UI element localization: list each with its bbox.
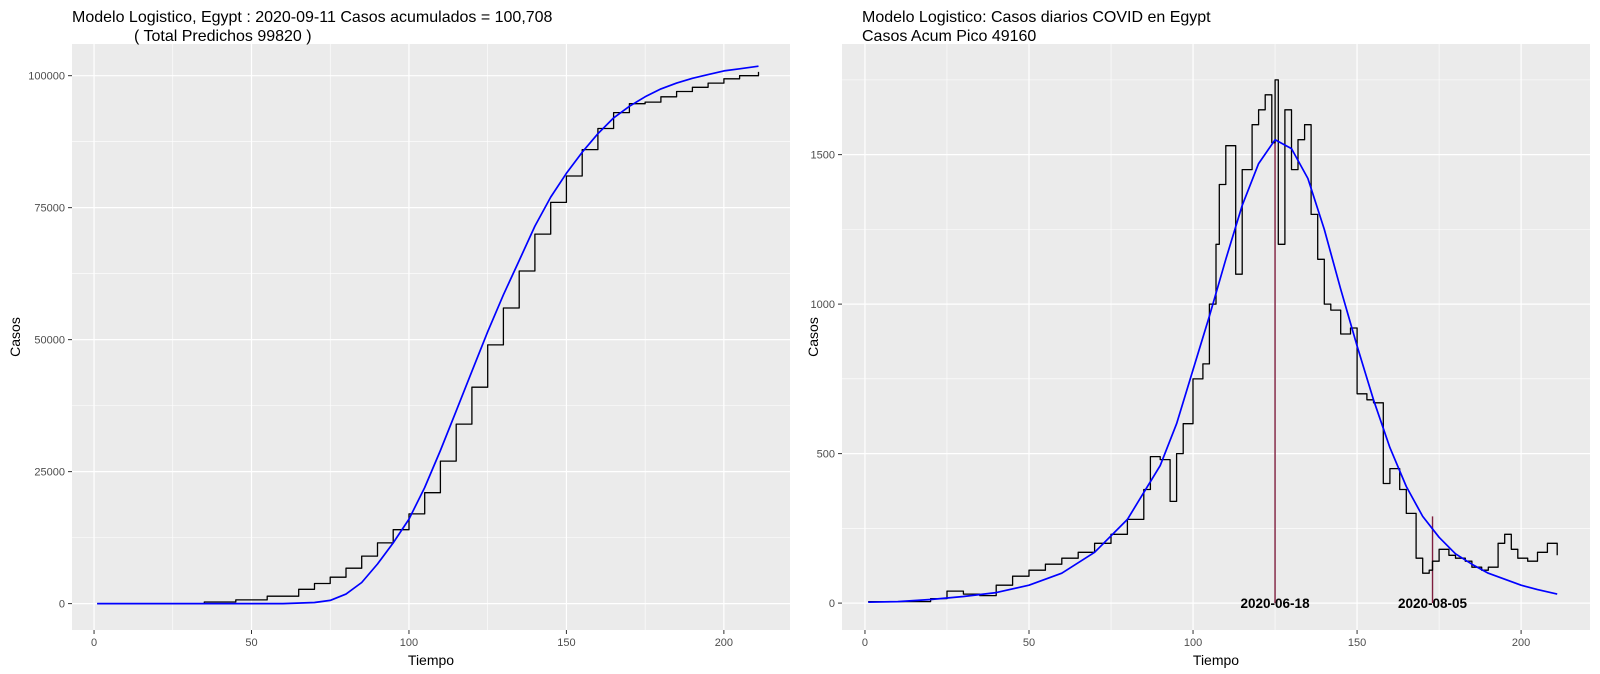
left-x-tick-label: 100: [400, 637, 418, 649]
right-x-tick-label: 50: [1023, 637, 1035, 649]
left-ticks: 0 50 100 150 200 0 25000 50000 75000 100000: [28, 71, 733, 649]
left-series: [97, 65, 760, 605]
right-x-tick-label: 200: [1512, 637, 1530, 649]
left-y-axis-title: Casos: [7, 317, 23, 357]
left-y-tick-label: 0: [59, 599, 65, 611]
left-x-tick-label: 50: [245, 637, 257, 649]
left-y-tick-label: 75000: [34, 203, 65, 215]
right-title-line2: Casos Acum Pico 49160: [862, 28, 1036, 45]
right-y-tick-label: 500: [817, 449, 835, 461]
left-y-tick-label: 50000: [34, 335, 65, 347]
right-x-tick-label: 150: [1348, 637, 1366, 649]
right-series: [868, 79, 1558, 604]
right-x-axis-title: Tiempo: [1193, 652, 1239, 668]
right-plot-panel: [842, 44, 1590, 630]
right-date-label: 2020-06-18: [1241, 596, 1311, 611]
right-date-label: 2020-08-05: [1398, 596, 1468, 611]
right-title-line1: Modelo Logistico: Casos diarios COVID en…: [862, 9, 1211, 26]
left-x-tick-label: 0: [91, 637, 97, 649]
left-y-tick-label: 100000: [28, 71, 65, 83]
right-x-tick-label: 100: [1184, 637, 1202, 649]
left-x-tick-label: 150: [557, 637, 575, 649]
left-x-axis-title: Tiempo: [408, 652, 454, 668]
left-observed-cumulative-line: [97, 71, 760, 605]
right-date-labels: 2020-06-18 2020-08-05: [1241, 596, 1468, 611]
right-y-tick-label: 0: [829, 598, 835, 610]
left-gridlines: [72, 44, 790, 630]
right-ticks: 0 50 100 150 200 0 500 1000 1500: [811, 150, 1531, 649]
right-logistic-fit-daily-line: [868, 138, 1558, 604]
right-y-tick-label: 1500: [811, 150, 835, 162]
left-logistic-fit-cumulative-line: [97, 65, 759, 605]
right-y-tick-label: 1000: [811, 299, 835, 311]
left-y-tick-label: 25000: [34, 467, 65, 479]
right-peak-markers: [1274, 142, 1434, 604]
right-y-axis-title: Casos: [805, 317, 821, 357]
left-plot-panel: [72, 44, 790, 630]
right-x-tick-label: 0: [862, 637, 868, 649]
left-title-line1: Modelo Logistico, Egypt : 2020-09-11 Cas…: [72, 9, 553, 26]
left-title-line2: ( Total Predichos 99820 ): [134, 28, 312, 45]
left-x-tick-label: 200: [715, 637, 733, 649]
